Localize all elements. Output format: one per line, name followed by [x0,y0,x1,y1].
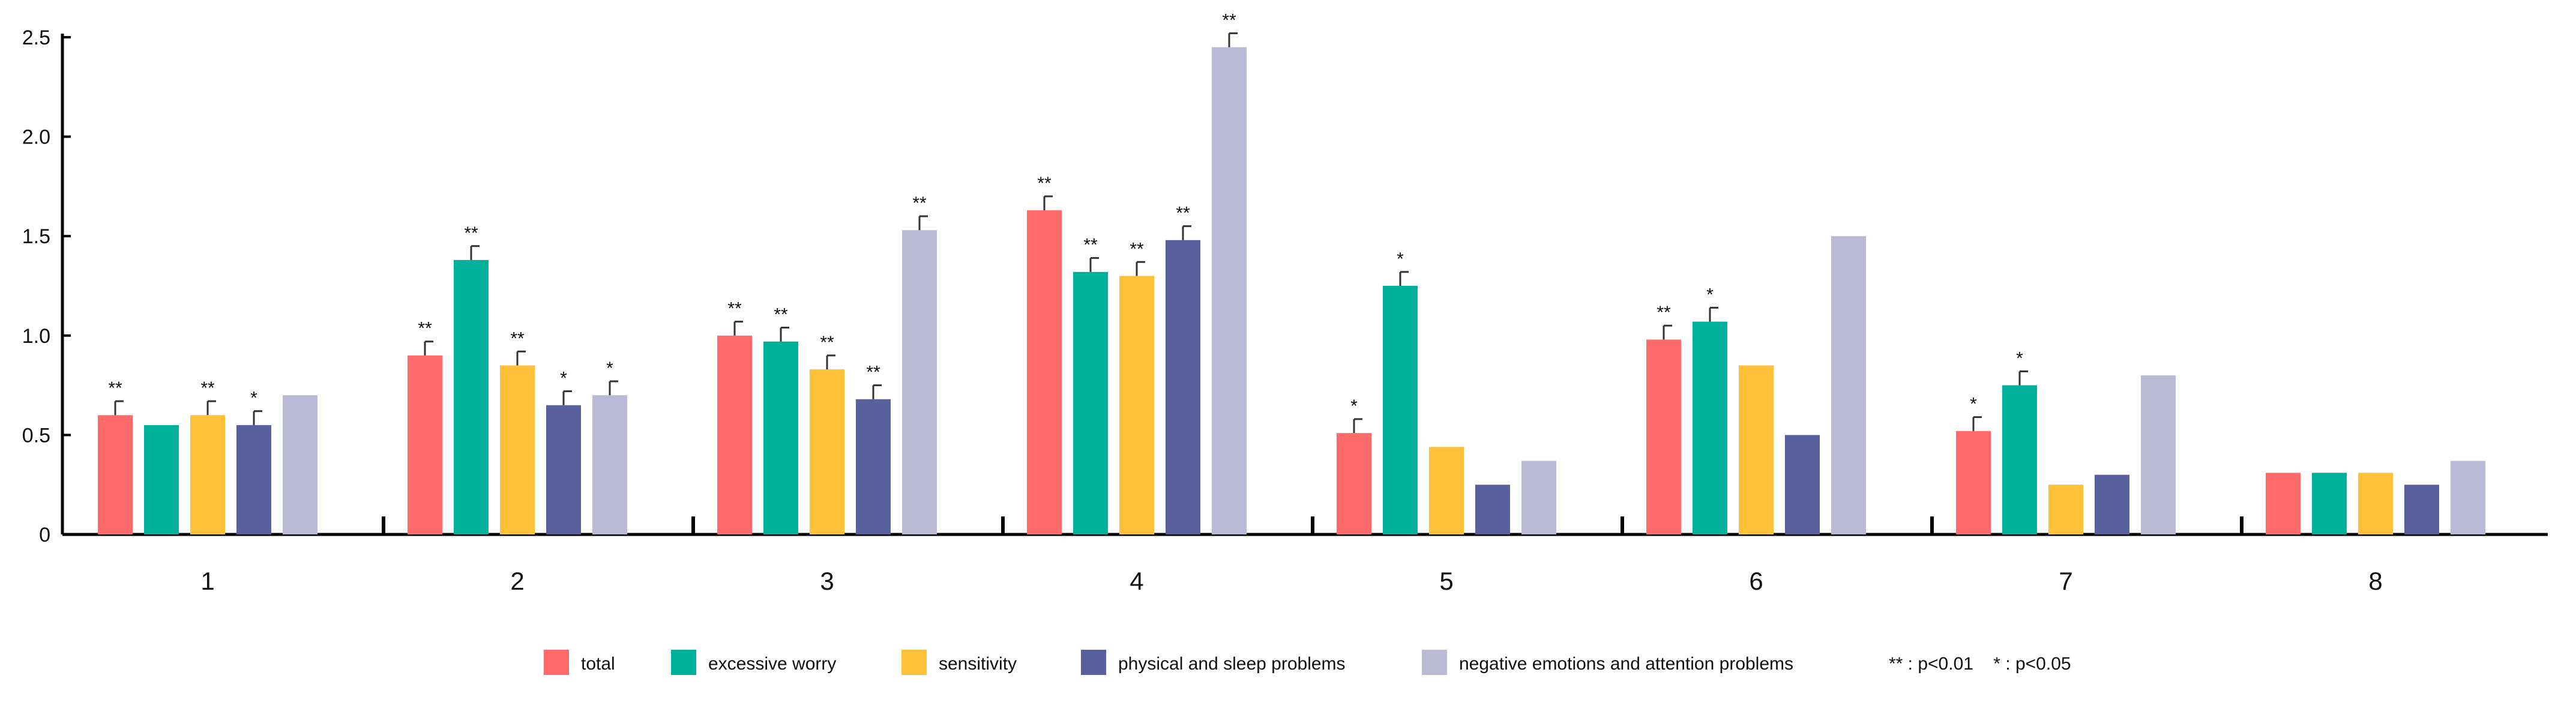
significance-label: ** [1176,204,1190,223]
significance-label: ** [1657,303,1671,322]
bar-physical-and-sleep-problems-5 [1475,485,1510,534]
legend-swatch-excessive-worry [671,650,696,675]
bar-negative-emotions-and-attention-problems-8 [2451,461,2485,534]
bar-negative-emotions-and-attention-problems-7 [2141,375,2176,534]
bars: ** ************* ************ ************* [98,10,2485,534]
significance-label: ** [108,378,122,398]
bar-physical-and-sleep-problems-7 [2095,474,2129,534]
bar-excessive-worry-4 [1073,271,1108,534]
significance-label: ** [727,299,742,319]
significance-label: * [606,359,613,378]
significance-label: ** [1130,239,1144,259]
bar-total-6 [1646,339,1681,534]
y-tick-label: 0 [39,524,50,546]
bar-excessive-worry-5 [1383,286,1418,534]
legend-label: sensitivity [939,654,1017,674]
bar-total-3 [717,335,752,534]
bar-excessive-worry-7 [2002,385,2037,534]
bar-total-2 [408,355,442,534]
significance-label: * [1706,285,1714,304]
bar-physical-and-sleep-problems-3 [856,399,891,534]
legend: total excessive worry sensitivity physical … [544,650,2071,675]
y-tick-label: 0.5 [22,424,50,447]
bar-total-1 [98,415,133,534]
significance-label: ** [200,378,215,398]
bar-sensitivity-5 [1429,447,1464,534]
legend-label: physical and sleep problems [1118,654,1346,674]
significance-label: * [1970,395,1977,414]
significance-label: ** [464,223,478,243]
bar-excessive-worry-2 [454,259,489,534]
x-tick-label: 5 [1439,567,1453,595]
significance-label: ** [820,333,834,352]
bar-negative-emotions-and-attention-problems-2 [592,395,627,534]
bar-excessive-worry-6 [1693,321,1727,534]
legend-label: excessive worry [708,654,836,674]
x-tick-label: 6 [1749,567,1763,595]
legend-swatch-total [544,650,569,675]
bar-sensitivity-2 [500,365,535,534]
bar-sensitivity-7 [2048,485,2083,534]
legend-swatch-negative-emotions-and-attention-problems [1422,650,1447,675]
x-tick-label: 4 [1130,567,1143,595]
significance-label: * [250,389,257,408]
bar-total-7 [1956,431,1991,534]
bar-physical-and-sleep-problems-6 [1785,435,1820,534]
bar-physical-and-sleep-problems-1 [236,425,271,534]
significance-label: * [560,369,567,389]
bar-negative-emotions-and-attention-problems-4 [1212,47,1247,534]
significance-label: * [1350,396,1358,416]
legend-swatch-sensitivity [901,650,927,675]
x-tick-label: 1 [200,567,214,595]
significance-label: ** [1222,10,1236,30]
significance-label: ** [774,305,788,325]
bar-sensitivity-3 [810,369,844,534]
bar-excessive-worry-8 [2312,473,2347,534]
significance-label: ** [912,193,927,213]
significance-label: ** [866,363,880,383]
bar-total-8 [2266,473,2301,534]
x-tick-label: 3 [820,567,834,595]
y-tick-label: 2.5 [22,26,50,49]
significance-label: ** [418,319,432,339]
bar-excessive-worry-1 [144,425,179,534]
y-tick-label: 1.5 [22,225,50,248]
y-tick-label: 2.0 [22,126,50,149]
significance-label: ** [1037,174,1052,193]
bar-physical-and-sleep-problems-2 [546,405,581,534]
legend-swatch-physical-and-sleep-problems [1081,650,1106,675]
legend-label: negative emotions and attention problems [1459,654,1793,674]
legend-label: total [581,654,615,674]
bar-negative-emotions-and-attention-problems-3 [902,230,937,534]
significance-label: * [1397,249,1404,269]
bar-total-5 [1337,433,1371,534]
significance-annotation: ** : p<0.01 * : p<0.05 [1889,654,2071,674]
bar-excessive-worry-3 [763,341,798,534]
bar-physical-and-sleep-problems-4 [1166,240,1200,534]
bar-physical-and-sleep-problems-8 [2404,485,2439,534]
bar-sensitivity-8 [2358,473,2393,534]
significance-label: ** [510,328,525,348]
bar-sensitivity-1 [190,415,225,534]
bar-total-4 [1027,210,1062,534]
x-tick-label: 2 [510,567,524,595]
bar-negative-emotions-and-attention-problems-5 [1521,461,1556,534]
x-tick-label: 7 [2059,567,2072,595]
bar-negative-emotions-and-attention-problems-6 [1831,236,1866,534]
bar-sensitivity-6 [1739,365,1774,534]
y-tick-label: 1.0 [22,325,50,348]
bar-negative-emotions-and-attention-problems-1 [283,395,317,534]
significance-label: * [2016,348,2023,368]
bar-sensitivity-4 [1119,276,1154,534]
significance-label: ** [1083,235,1098,255]
x-tick-label: 8 [2368,567,2382,595]
